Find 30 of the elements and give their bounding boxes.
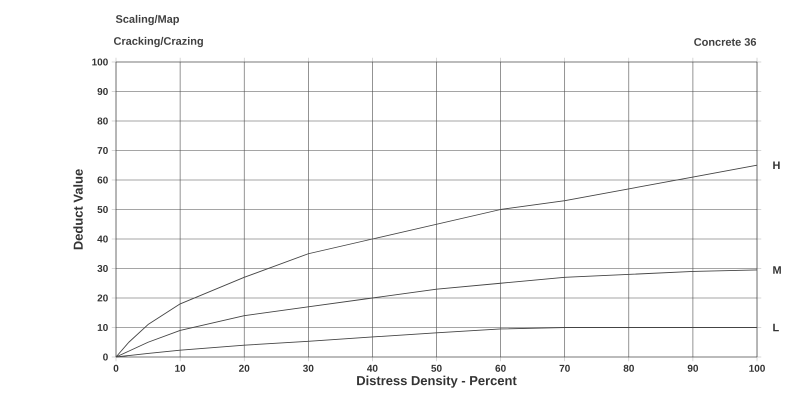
chart-subtitle: Cracking/Crazing	[114, 36, 203, 48]
y-tick-label: 60	[98, 176, 108, 184]
x-tick-label: 70	[560, 364, 570, 372]
y-tick-label: 20	[97, 294, 108, 302]
x-tick-label: 0	[114, 364, 118, 372]
y-tick-label: 30	[97, 264, 108, 272]
x-tick-label: 60	[495, 364, 506, 372]
y-axis-title: Deduct Value	[73, 169, 83, 250]
x-tick-label: 40	[367, 364, 378, 372]
y-tick-label: 80	[97, 117, 108, 125]
y-tick-label: 10	[98, 324, 108, 332]
x-tick-label: 20	[239, 364, 250, 372]
y-tick-label: 50	[97, 206, 108, 214]
x-tick-label: 100	[749, 364, 765, 372]
x-axis-title: Distress Density - Percent	[357, 376, 517, 388]
series-label: H	[773, 161, 780, 170]
y-tick-label: 0	[103, 353, 108, 361]
chart-title: Scaling/Map	[116, 14, 180, 26]
x-tick-label: 80	[624, 364, 634, 372]
y-tick-label: 70	[98, 146, 108, 154]
text: Concrete 36	[694, 38, 756, 46]
x-tick-label: 90	[688, 364, 698, 372]
series-label: L	[773, 324, 779, 332]
y-tick-label: 100	[92, 58, 108, 66]
series-label: M	[773, 266, 781, 274]
x-tick-label: 50	[431, 364, 442, 372]
x-tick-label: 30	[303, 364, 314, 372]
x-tick-label: 10	[175, 364, 186, 372]
y-tick-label: 90	[97, 88, 108, 96]
y-tick-label: 40	[97, 235, 108, 243]
